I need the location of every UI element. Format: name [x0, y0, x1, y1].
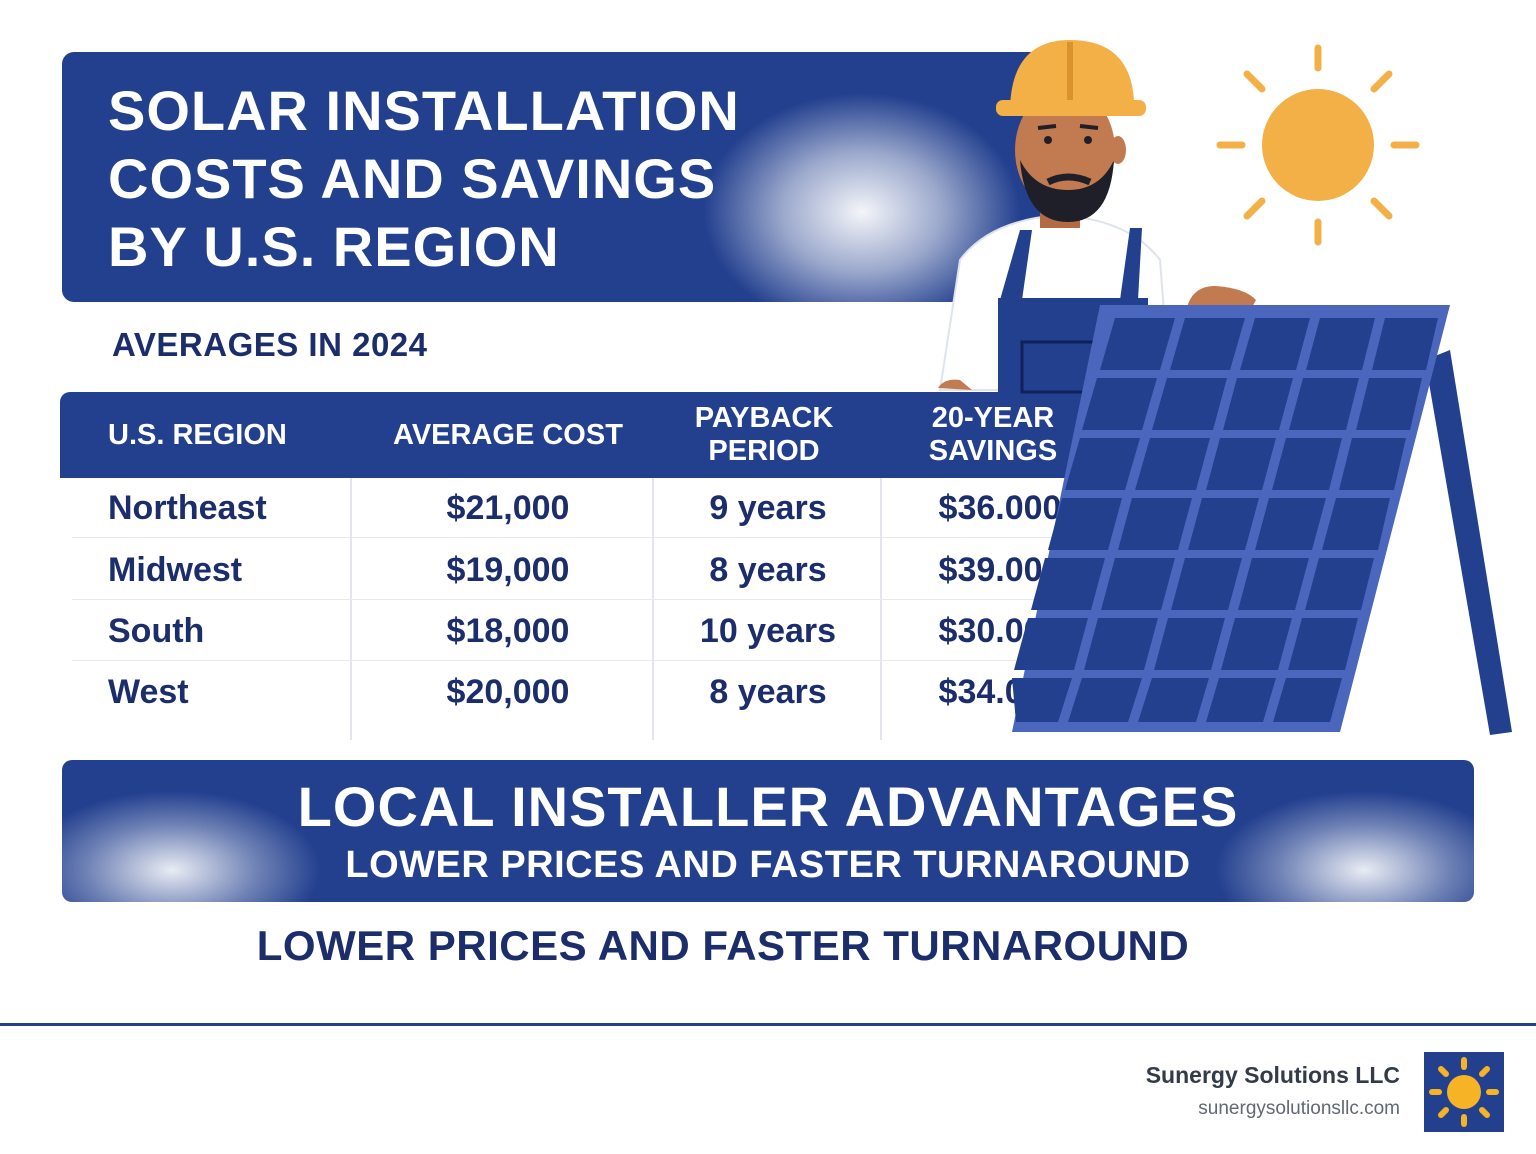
brand-url[interactable]: sunergysolutionsllc.com [1198, 1098, 1400, 1119]
subtitle: AVERAGES IN 2024 [112, 326, 428, 363]
cell-payback: 8 years [709, 672, 827, 711]
cell-payback: 8 years [709, 550, 827, 589]
cell-region: West [108, 672, 189, 711]
tagline: LOWER PRICES AND FASTER TURNAROUND [256, 922, 1190, 969]
header-region: U.S. REGION [108, 418, 287, 451]
header-payback-period: PAYBACK PERIOD [694, 402, 834, 467]
title-banner: SOLAR INSTALLATION COSTS AND SAVINGS BY … [62, 52, 1042, 302]
footer-divider [0, 1023, 1536, 1026]
title-line-3: BY U.S. REGION [108, 215, 560, 278]
cell-cost: $21,000 [446, 488, 570, 527]
table-row: Northeast $21,000 9 years $36.000 [60, 478, 1090, 538]
sun-icon [1216, 44, 1420, 246]
table-row: Midwest $19,000 8 years $39.000 [60, 540, 1090, 600]
cta-subtitle: LOWER PRICES AND FASTER TURNAROUND [345, 844, 1191, 886]
cell-savings: $30.000 [938, 611, 1062, 650]
title-line-2: COSTS AND SAVINGS [108, 147, 717, 210]
cell-savings: $34.000 [938, 672, 1062, 711]
header-average-cost: AVERAGE COST [393, 418, 623, 451]
row-divider [72, 599, 1090, 600]
table-row: South $18,000 10 years $30.000 [60, 601, 1090, 661]
cta-title: LOCAL INSTALLER ADVANTAGES [297, 775, 1239, 838]
banner-glow [1214, 790, 1474, 902]
cta-banner: LOCAL INSTALLER ADVANTAGES LOWER PRICES … [62, 760, 1474, 902]
cell-cost: $19,000 [446, 550, 570, 589]
header-20-year-savings: 20-YEAR SAVINGS [928, 402, 1058, 467]
column-divider [652, 478, 654, 740]
cell-payback: 9 years [709, 488, 827, 527]
column-divider [880, 478, 882, 740]
title-line-1: SOLAR INSTALLATION [108, 79, 740, 142]
cell-payback: 10 years [699, 611, 837, 650]
cell-region: Midwest [108, 550, 243, 589]
brand-name: Sunergy Solutions LLC [1145, 1062, 1400, 1088]
banner-glow [62, 790, 322, 902]
table-header: U.S. REGION AVERAGE COST PAYBACK PERIOD 2… [60, 392, 1090, 478]
cell-savings: $39.000 [938, 550, 1062, 589]
cell-region: South [108, 611, 205, 650]
banner-glow [702, 92, 1022, 302]
column-divider [350, 478, 352, 740]
row-divider [72, 537, 1090, 538]
brand-logo-sun-icon [1424, 1052, 1504, 1132]
table-row: West $20,000 8 years $34.000 [60, 662, 1090, 722]
cell-cost: $20,000 [446, 672, 570, 711]
table-body: Northeast $21,000 9 years $36.000 Midwes… [60, 478, 1090, 748]
cell-savings: $36.000 [938, 488, 1062, 527]
cell-region: Northeast [108, 488, 267, 527]
cell-cost: $18,000 [446, 611, 570, 650]
row-divider [72, 660, 1090, 661]
